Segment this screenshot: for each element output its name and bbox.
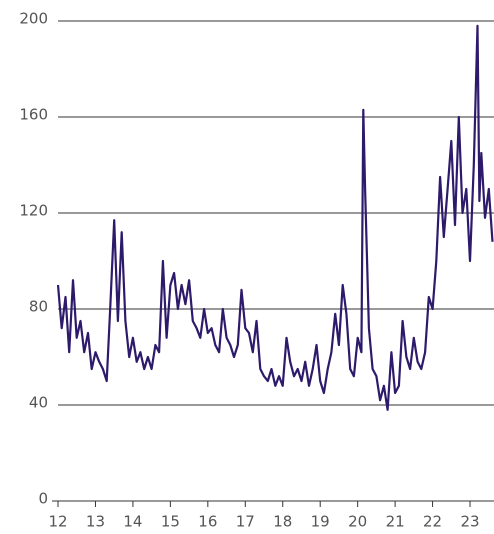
x-tick-label: 12 bbox=[48, 513, 67, 531]
y-tick-label: 200 bbox=[19, 10, 48, 28]
y-tick-label: 0 bbox=[38, 490, 48, 508]
x-tick-label: 20 bbox=[348, 513, 367, 531]
x-tick-label: 13 bbox=[86, 513, 105, 531]
x-tick-label: 21 bbox=[386, 513, 405, 531]
y-tick-label: 40 bbox=[29, 394, 48, 412]
x-tick-label: 14 bbox=[123, 513, 142, 531]
x-tick-label: 16 bbox=[198, 513, 217, 531]
x-tick-label: 23 bbox=[460, 513, 479, 531]
x-tick-label: 19 bbox=[311, 513, 330, 531]
y-tick-label: 80 bbox=[29, 298, 48, 316]
y-tick-label: 160 bbox=[19, 106, 48, 124]
x-tick-label: 22 bbox=[423, 513, 442, 531]
x-tick-label: 18 bbox=[273, 513, 292, 531]
line-series bbox=[56, 24, 494, 411]
y-tick-label: 120 bbox=[19, 202, 48, 220]
x-tick-label: 15 bbox=[161, 513, 180, 531]
x-tick-label: 17 bbox=[236, 513, 255, 531]
